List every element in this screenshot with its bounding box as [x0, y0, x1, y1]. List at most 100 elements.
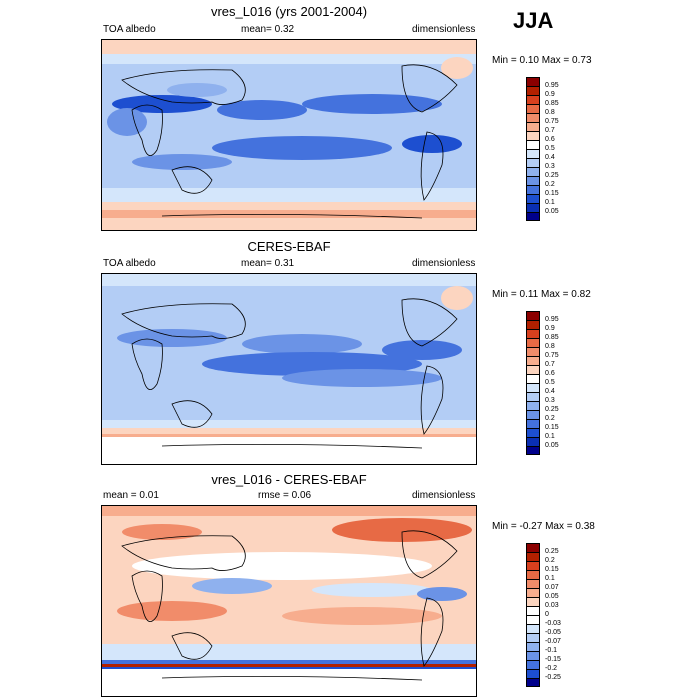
- colorbar-swatch: [526, 365, 540, 374]
- colorbar-tick-label: 0.25: [545, 548, 559, 555]
- colorbar-tick-label: 0.05: [545, 208, 559, 215]
- panel-2-minmax: Min = 0.11 Max = 0.82: [492, 289, 591, 300]
- panel-2-colorbar: [526, 311, 540, 455]
- colorbar-swatch: [526, 392, 540, 401]
- colorbar-swatch: [526, 428, 540, 437]
- colorbar-swatch: [526, 194, 540, 203]
- colorbar-tick-label: -0.03: [545, 620, 561, 627]
- colorbar-tick-label: 0.2: [545, 415, 555, 422]
- panel-3-title: vres_L016 - CERES-EBAF: [211, 472, 367, 487]
- colorbar-swatch: [526, 203, 540, 212]
- panel-1-units-label: dimensionless: [412, 24, 476, 35]
- colorbar-swatch: [526, 320, 540, 329]
- colorbar-tick-label: 0.75: [545, 352, 559, 359]
- colorbar-swatch: [526, 642, 540, 651]
- colorbar-swatch: [526, 140, 540, 149]
- colorbar-swatch: [526, 86, 540, 95]
- colorbar-swatch: [526, 579, 540, 588]
- colorbar-tick-label: 0.15: [545, 190, 559, 197]
- colorbar-swatch: [526, 624, 540, 633]
- colorbar-swatch: [526, 113, 540, 122]
- colorbar-swatch: [526, 570, 540, 579]
- colorbar-tick-label: 0.1: [545, 199, 555, 206]
- colorbar-swatch: [526, 212, 540, 221]
- colorbar-tick-label: 0.3: [545, 397, 555, 404]
- colorbar-tick-label: 0.95: [545, 82, 559, 89]
- colorbar-swatch: [526, 419, 540, 428]
- panel-2-title: CERES-EBAF: [247, 239, 331, 254]
- colorbar-tick-label: 0.75: [545, 118, 559, 125]
- colorbar-swatch: [526, 77, 540, 86]
- panel-2-units-label: dimensionless: [412, 258, 476, 269]
- colorbar-tick-label: 0.8: [545, 109, 555, 116]
- panel-1-variable-label: TOA albedo: [103, 24, 156, 35]
- panel-2-coastlines: [121, 298, 458, 449]
- panel-1-map: [101, 39, 477, 231]
- panel-2-variable-label: TOA albedo: [103, 258, 156, 269]
- colorbar-swatch: [526, 651, 540, 660]
- colorbar-tick-label: 0.9: [545, 325, 555, 332]
- colorbar-tick-label: 0.03: [545, 602, 559, 609]
- colorbar-swatch: [526, 561, 540, 570]
- colorbar-tick-label: 0.3: [545, 163, 555, 170]
- colorbar-swatch: [526, 660, 540, 669]
- colorbar-swatch: [526, 356, 540, 365]
- colorbar-swatch: [526, 158, 540, 167]
- colorbar-swatch: [526, 311, 540, 320]
- colorbar-tick-label: 0.2: [545, 181, 555, 188]
- panel-1-title: vres_L016 (yrs 2001-2004): [210, 4, 368, 19]
- colorbar-swatch: [526, 347, 540, 356]
- colorbar-swatch: [526, 597, 540, 606]
- colorbar-swatch: [526, 446, 540, 455]
- panel-3-coastlines: [121, 530, 458, 681]
- panel-3-minmax: Min = -0.27 Max = 0.38: [492, 521, 595, 532]
- colorbar-tick-label: 0.6: [545, 136, 555, 143]
- colorbar-swatch: [526, 633, 540, 642]
- colorbar-tick-label: 0.85: [545, 100, 559, 107]
- colorbar-tick-label: 0.25: [545, 172, 559, 179]
- colorbar-tick-label: 0.4: [545, 388, 555, 395]
- colorbar-tick-label: 0.07: [545, 584, 559, 591]
- panel-3-map: [101, 505, 477, 697]
- colorbar-swatch: [526, 606, 540, 615]
- colorbar-tick-label: 0.85: [545, 334, 559, 341]
- colorbar-tick-label: 0.8: [545, 343, 555, 350]
- panel-3-colorbar-ticks: 0.25 0.2 0.15 0.1 0.07 0.05 0.03 0 -0.03 -0.05 -0.…: [545, 547, 561, 682]
- panel-1-mean-label: mean= 0.32: [241, 24, 295, 35]
- panel-1-colorbar: [526, 77, 540, 221]
- colorbar-swatch: [526, 149, 540, 158]
- colorbar-tick-label: 0.25: [545, 406, 559, 413]
- colorbar-swatch: [526, 329, 540, 338]
- colorbar-swatch: [526, 669, 540, 678]
- colorbar-tick-label: 0.7: [545, 361, 555, 368]
- colorbar-tick-label: 0.05: [545, 442, 559, 449]
- colorbar-swatch: [526, 678, 540, 687]
- colorbar-tick-label: 0: [545, 611, 549, 618]
- colorbar-tick-label: 0.9: [545, 91, 555, 98]
- colorbar-tick-label: 0.5: [545, 379, 555, 386]
- colorbar-swatch: [526, 410, 540, 419]
- colorbar-swatch: [526, 552, 540, 561]
- colorbar-tick-label: 0.1: [545, 575, 555, 582]
- colorbar-tick-label: -0.2: [545, 665, 558, 672]
- colorbar-swatch: [526, 104, 540, 113]
- colorbar-tick-label: 0.15: [545, 424, 559, 431]
- colorbar-swatch: [526, 437, 540, 446]
- panel-3-units-label: dimensionless: [412, 490, 476, 501]
- colorbar-swatch: [526, 176, 540, 185]
- colorbar-swatch: [526, 131, 540, 140]
- season-label: JJA: [513, 8, 554, 33]
- colorbar-tick-label: 0.2: [545, 557, 555, 564]
- colorbar-swatch: [526, 383, 540, 392]
- colorbar-tick-label: 0.1: [545, 433, 555, 440]
- colorbar-swatch: [526, 615, 540, 624]
- panel-3-rmse-label: rmse = 0.06: [258, 490, 312, 501]
- colorbar-swatch: [526, 185, 540, 194]
- panel-1-coastlines: [121, 64, 458, 219]
- colorbar-swatch: [526, 122, 540, 131]
- colorbar-swatch: [526, 588, 540, 597]
- colorbar-tick-label: 0.7: [545, 127, 555, 134]
- colorbar-swatch: [526, 374, 540, 383]
- colorbar-tick-label: 0.4: [545, 154, 555, 161]
- colorbar-tick-label: -0.15: [545, 656, 561, 663]
